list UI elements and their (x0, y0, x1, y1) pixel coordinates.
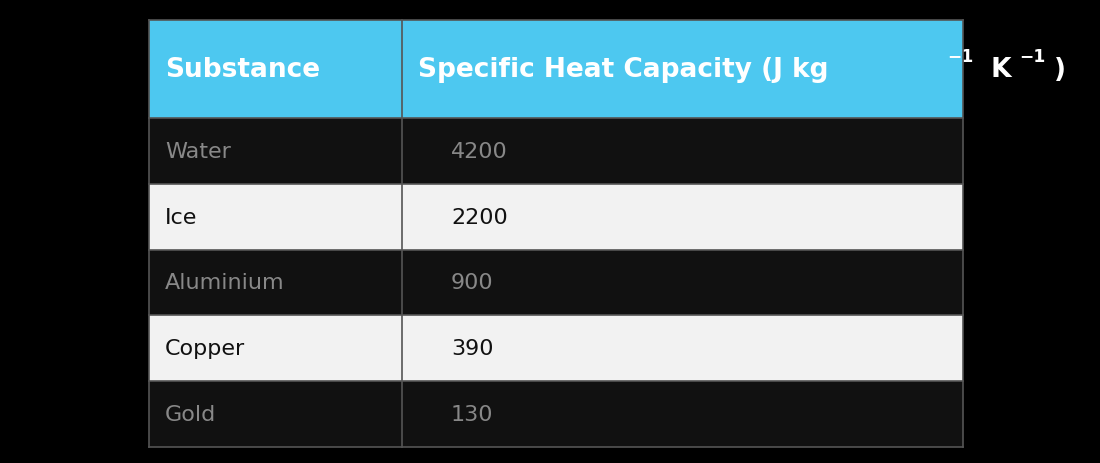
Bar (148, 184, 962, 250)
Text: Gold: Gold (165, 404, 217, 424)
Text: 2200: 2200 (451, 207, 508, 227)
Bar (148, 250, 962, 316)
Text: Water: Water (165, 142, 231, 162)
Bar (148, 316, 962, 381)
Bar (148, 381, 962, 447)
Text: Ice: Ice (165, 207, 197, 227)
Bar (148, 119, 962, 184)
Text: Specific Heat Capacity (J kg: Specific Heat Capacity (J kg (418, 57, 828, 83)
Text: Copper: Copper (165, 338, 245, 358)
Text: ): ) (1054, 57, 1066, 83)
Text: Aluminium: Aluminium (165, 273, 285, 293)
Text: K: K (981, 57, 1011, 83)
Text: −1: −1 (1020, 48, 1046, 66)
Text: Substance: Substance (165, 57, 320, 83)
Bar (148, 21, 962, 119)
Text: 390: 390 (451, 338, 494, 358)
Text: −1: −1 (948, 48, 974, 66)
Text: 130: 130 (451, 404, 494, 424)
Text: 900: 900 (451, 273, 494, 293)
Text: 4200: 4200 (451, 142, 508, 162)
